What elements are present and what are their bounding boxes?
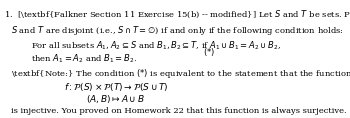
Text: $(A, B) \mapsto A \cup B$: $(A, B) \mapsto A \cup B$ [86,93,145,105]
Text: For all subsets $A_1, A_2 \subseteq S$ and $B_1, B_2 \subseteq T$, if $A_1 \cup : For all subsets $A_1, A_2 \subseteq S$ a… [31,40,281,52]
Text: $S$ and $T$ are disjoint (i.e., $S \cap T = \varnothing$) if and only if the fol: $S$ and $T$ are disjoint (i.e., $S \cap … [11,24,344,37]
Text: is injective. You proved on Homework 22 that this function is always surjective.: is injective. You proved on Homework 22 … [11,107,347,115]
Text: \textbf{Note:} The condition $(*)$ is equivalent to the statement that the funct: \textbf{Note:} The condition $(*)$ is eq… [11,67,350,80]
Text: 1.  [\textbf{Falkner Section 11 Exercise 15(b) -- modified}] Let $S$ and $T$ be : 1. [\textbf{Falkner Section 11 Exercise … [4,9,350,20]
Text: $(*)$: $(*)$ [203,46,215,58]
Text: $f: \mathcal{P}(S) \times \mathcal{P}(T) \to \mathcal{P}(S \cup T)$: $f: \mathcal{P}(S) \times \mathcal{P}(T)… [64,81,168,93]
Text: then $A_1 = A_2$ and $B_1 = B_2$.: then $A_1 = A_2$ and $B_1 = B_2$. [31,53,137,65]
